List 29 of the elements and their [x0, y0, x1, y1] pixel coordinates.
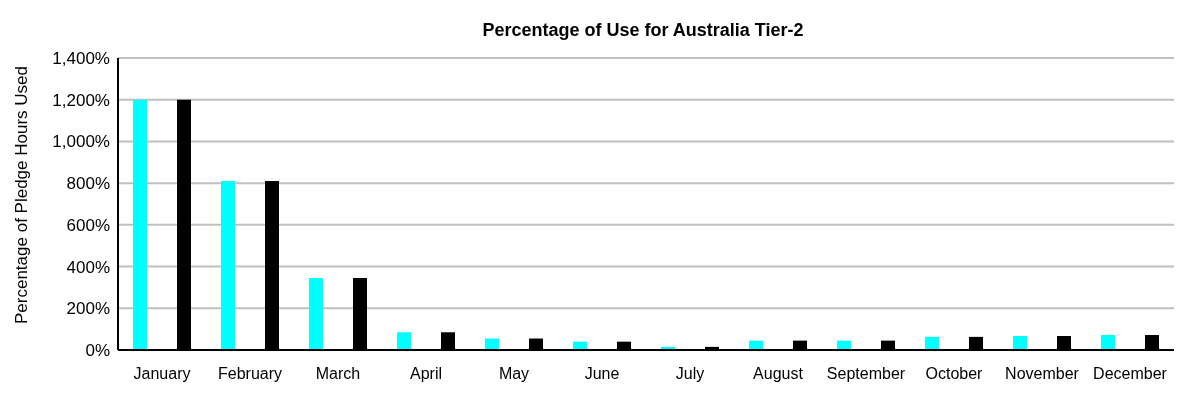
y-axis-title: Percentage of Pledge Hours Used: [12, 66, 32, 324]
y-tick-label: 1,200%: [52, 90, 110, 110]
y-tick-label: 400%: [66, 257, 110, 277]
y-tick-label: 200%: [66, 299, 110, 319]
bar: [925, 336, 939, 350]
y-tick-label: 800%: [66, 174, 110, 194]
x-tick-label: April: [409, 365, 443, 383]
bar: [221, 181, 235, 350]
bar: [133, 99, 147, 350]
y-tick-label: 1,000%: [52, 132, 110, 152]
x-tick-label: June: [584, 365, 620, 383]
bar: [1101, 334, 1115, 350]
x-tick-label: March: [315, 365, 361, 383]
bar: [397, 332, 411, 350]
x-tick-label: August: [753, 365, 804, 383]
bar: [1013, 336, 1027, 350]
x-tick-label: May: [498, 365, 530, 383]
x-tick-label: December: [1093, 365, 1168, 383]
chart-title: Percentage of Use for Australia Tier-2: [481, 19, 805, 42]
y-tick-label: 0%: [85, 341, 110, 361]
x-tick-label: October: [925, 365, 984, 383]
x-tick-label: February: [217, 365, 283, 383]
y-tick-label: 1,400%: [52, 49, 110, 69]
x-tick-label: November: [1005, 365, 1080, 383]
x-tick-label: July: [675, 365, 705, 383]
bar: [309, 278, 323, 350]
y-tick-label: 600%: [66, 215, 110, 235]
x-tick-label: September: [826, 365, 906, 383]
x-tick-label: January: [133, 365, 191, 383]
